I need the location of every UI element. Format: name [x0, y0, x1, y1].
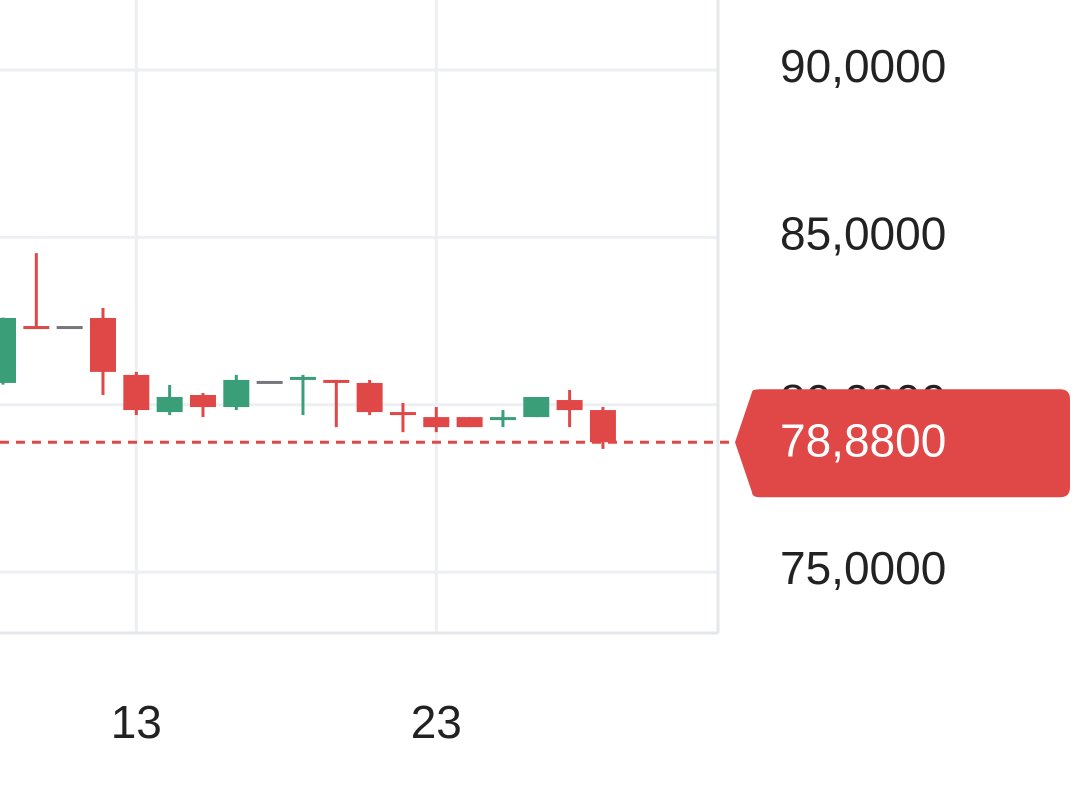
candle-body [323, 379, 350, 383]
candle-body [389, 412, 416, 416]
candle-body [556, 400, 583, 411]
x-tick-label: 23 [411, 696, 462, 748]
candle-body [589, 410, 616, 443]
x-tick-label: 13 [111, 696, 162, 748]
candle-body [89, 318, 116, 372]
candle-body [23, 326, 50, 330]
candle-body [56, 326, 83, 330]
candles [0, 253, 616, 449]
candle-body [456, 417, 483, 428]
candle-body [356, 382, 383, 413]
candle-body [423, 417, 450, 428]
candle-body [489, 417, 516, 421]
price-tag-label: 78,8800 [780, 414, 946, 466]
candle-body [156, 397, 183, 413]
candle-body [0, 318, 16, 383]
candle-body [223, 379, 250, 408]
grid [0, 0, 718, 632]
candle-body [189, 395, 216, 408]
candle-body [523, 397, 550, 418]
candle-body [289, 376, 316, 380]
y-tick-label: 90,0000 [780, 40, 946, 92]
y-tick-label: 85,0000 [780, 207, 946, 259]
price-tag: 78,8800 [0, 389, 1070, 498]
candle-body [256, 380, 283, 384]
price-tag-bg [735, 389, 1070, 498]
candle-body [123, 374, 150, 411]
y-tick-label: 75,0000 [780, 542, 946, 594]
